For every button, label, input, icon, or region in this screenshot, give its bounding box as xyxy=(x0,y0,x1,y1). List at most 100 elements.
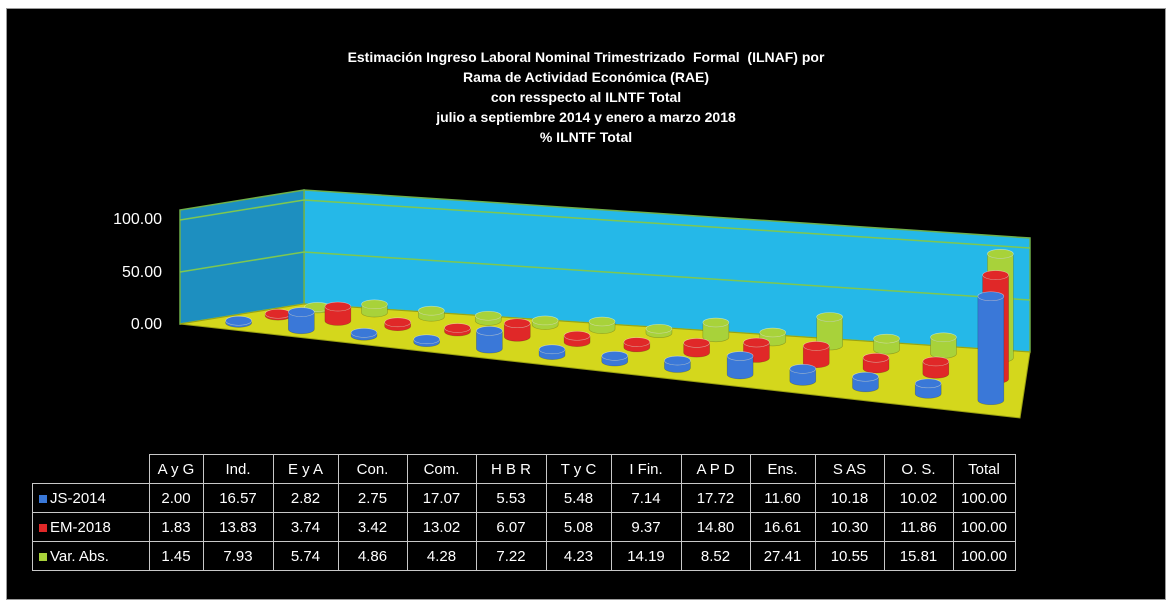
column-top xyxy=(588,316,616,327)
y-tick-0: 0.00 xyxy=(130,316,162,333)
column-top xyxy=(982,270,1009,280)
column-top xyxy=(873,333,900,344)
column-top xyxy=(816,312,843,322)
table-cell: 3.42 xyxy=(337,512,408,542)
table-cell: 5.48 xyxy=(545,483,612,513)
table-cell: 27.41 xyxy=(749,541,816,571)
cat-header: Com. xyxy=(406,454,477,484)
table-cell: 4.86 xyxy=(337,541,408,571)
data-table-row-varabs: Var. Abs. 1.45 7.93 5.74 4.86 4.28 7.22 … xyxy=(32,541,1016,571)
series-label-js2014: JS-2014 xyxy=(32,483,150,513)
cat-header: Con. xyxy=(337,454,408,484)
chart-title: Estimación Ingreso Laboral Nominal Trime… xyxy=(0,47,1172,147)
cat-header: S AS xyxy=(814,454,885,484)
column-top xyxy=(474,310,502,321)
column-top xyxy=(623,337,651,347)
column-top xyxy=(531,315,559,326)
legend-key-blue-icon xyxy=(39,494,47,503)
column-top xyxy=(324,301,352,312)
data-table-row-em2018: EM-2018 1.83 13.83 3.74 3.42 13.02 6.07 … xyxy=(32,512,1016,542)
column-top xyxy=(726,351,754,361)
table-cell: 2.00 xyxy=(148,483,204,513)
table-cell: 1.45 xyxy=(148,541,204,571)
data-table-row-js2014: JS-2014 2.00 16.57 2.82 2.75 17.07 5.53 … xyxy=(32,483,1016,513)
table-cell: 7.93 xyxy=(202,541,274,571)
table-cell: 17.07 xyxy=(406,483,477,513)
column-top xyxy=(225,315,252,326)
table-cell: 10.55 xyxy=(814,541,885,571)
gridline xyxy=(179,251,1031,301)
table-cell: 15.81 xyxy=(883,541,954,571)
column-top xyxy=(977,291,1005,302)
series-label-em2018: EM-2018 xyxy=(32,512,150,542)
cat-header: Ens. xyxy=(749,454,816,484)
column-top xyxy=(759,327,787,338)
column-top xyxy=(444,323,471,333)
column-top xyxy=(503,318,531,329)
column-top xyxy=(743,337,770,348)
table-cell: 16.57 xyxy=(202,483,274,513)
column-top xyxy=(563,330,591,341)
table-cell: 3.74 xyxy=(272,512,339,542)
title-line-4: julio a septiembre 2014 y enero a marzo … xyxy=(436,109,736,125)
column-top xyxy=(683,338,710,348)
cat-header: I Fin. xyxy=(610,454,682,484)
cat-header: T y C xyxy=(545,454,612,484)
data-table: A y G Ind. E y A Con. Com. H B R T y C I… xyxy=(32,454,1016,571)
column-top xyxy=(384,317,411,328)
table-cell: 100.00 xyxy=(952,541,1016,571)
column-top xyxy=(914,378,942,389)
data-table-header-row: A y G Ind. E y A Con. Com. H B R T y C I… xyxy=(32,454,1016,484)
table-cell: 16.61 xyxy=(749,512,816,542)
column-top xyxy=(789,364,817,374)
table-cell: 13.83 xyxy=(202,512,274,542)
column-top xyxy=(476,326,503,336)
cat-header: A y G xyxy=(148,454,204,484)
column-top xyxy=(264,308,292,319)
gridline xyxy=(179,199,1031,249)
table-cell: 8.52 xyxy=(680,541,751,571)
table-cell: 7.22 xyxy=(475,541,547,571)
title-line-3: con resspecto al ILNTF Total xyxy=(490,89,682,105)
series-label-varabs: Var. Abs. xyxy=(32,541,150,571)
table-cell: 2.82 xyxy=(272,483,339,513)
column-top xyxy=(852,371,879,382)
column-top xyxy=(645,323,673,334)
legend-key-green-icon xyxy=(39,552,47,561)
y-tick-50: 50.00 xyxy=(121,264,162,281)
column-top xyxy=(418,305,445,316)
table-cell: 1.83 xyxy=(148,512,204,542)
table-cell: 2.75 xyxy=(337,483,408,513)
table-cell: 9.37 xyxy=(610,512,682,542)
table-cell: 100.00 xyxy=(952,483,1016,513)
table-cell: 10.30 xyxy=(814,512,885,542)
cat-header: O. S. xyxy=(883,454,954,484)
column-top xyxy=(802,341,830,351)
table-cell: 14.19 xyxy=(610,541,682,571)
cat-header: A P D xyxy=(680,454,751,484)
table-cell: 17.72 xyxy=(680,483,751,513)
table-cell: 6.07 xyxy=(475,512,547,542)
column-top xyxy=(538,344,566,355)
table-cell: 4.23 xyxy=(545,541,612,571)
table-cell: 13.02 xyxy=(406,512,477,542)
table-cell: 11.86 xyxy=(883,512,954,542)
table-cell: 14.80 xyxy=(680,512,751,542)
cat-header: Ind. xyxy=(202,454,274,484)
title-line-1: Estimación Ingreso Laboral Nominal Trime… xyxy=(347,49,825,65)
column-top xyxy=(361,299,388,310)
cat-header: H B R xyxy=(475,454,547,484)
column-top xyxy=(413,334,440,345)
column-top xyxy=(288,307,315,317)
column-top xyxy=(922,356,950,367)
table-cell: 5.74 xyxy=(272,541,339,571)
table-cell: 4.28 xyxy=(406,541,477,571)
cat-header: Total xyxy=(952,454,1016,484)
data-table-corner xyxy=(32,454,150,484)
column-top xyxy=(862,352,890,363)
table-cell: 5.08 xyxy=(545,512,612,542)
cat-header: E y A xyxy=(272,454,339,484)
column-top xyxy=(601,351,629,361)
table-cell: 7.14 xyxy=(610,483,682,513)
